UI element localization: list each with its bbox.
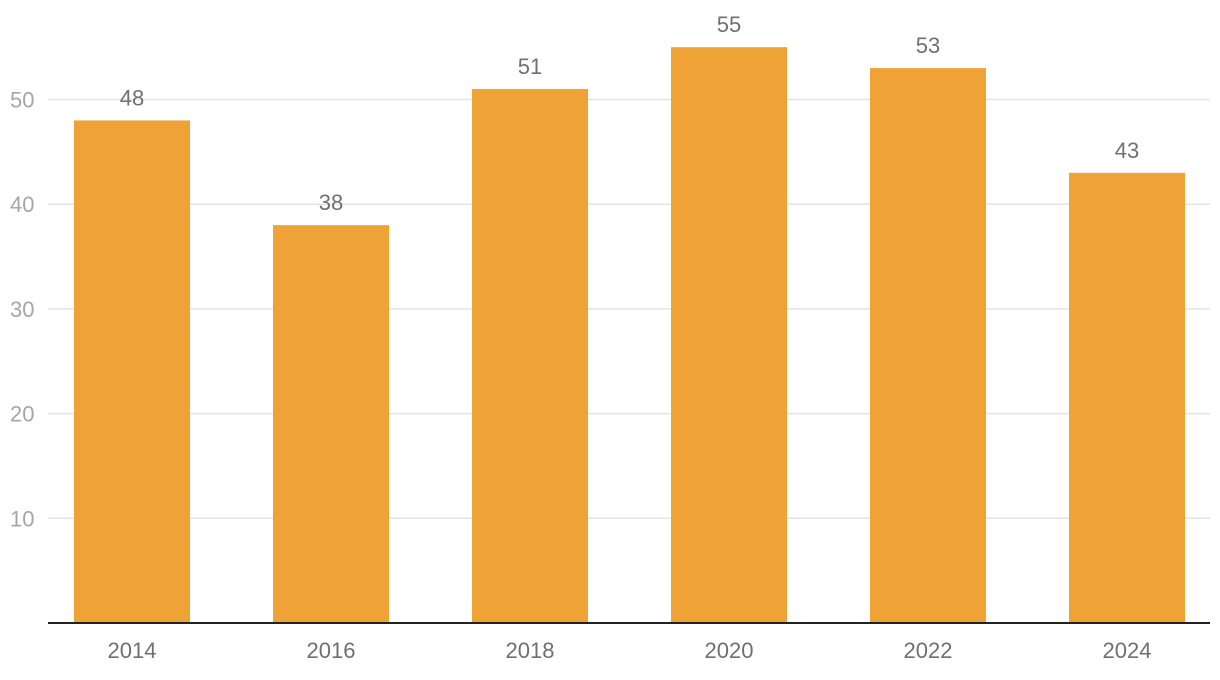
data-labels: 48 38 51 55 53 43 [120, 12, 1139, 215]
gridlines [48, 98, 1210, 520]
y-tick-label: 30 [10, 297, 34, 322]
x-tick-label: 2024 [1103, 638, 1152, 663]
bar [870, 68, 986, 624]
y-tick-label: 10 [10, 506, 34, 531]
y-tick-label: 20 [10, 402, 34, 427]
x-tick-label: 2014 [108, 638, 157, 663]
bar [1069, 172, 1185, 624]
data-label: 43 [1115, 138, 1139, 163]
x-tick-label: 2022 [904, 638, 953, 663]
data-label: 51 [518, 54, 542, 79]
x-tick-label: 2018 [506, 638, 555, 663]
x-axis-ticks: 2014 2016 2018 2020 2022 2024 [108, 638, 1152, 663]
x-tick-label: 2016 [307, 638, 356, 663]
bar [74, 120, 190, 623]
data-label: 53 [916, 33, 940, 58]
x-tick-label: 2020 [705, 638, 754, 663]
y-tick-label: 40 [10, 192, 34, 217]
y-axis-ticks: 10 20 30 40 50 [10, 88, 34, 532]
bar [671, 47, 787, 623]
bar [273, 225, 389, 623]
data-label: 55 [717, 12, 741, 37]
bar [472, 89, 588, 623]
data-label: 48 [120, 85, 144, 110]
bars [74, 47, 1185, 624]
data-label: 38 [319, 190, 343, 215]
y-tick-label: 50 [10, 88, 34, 113]
